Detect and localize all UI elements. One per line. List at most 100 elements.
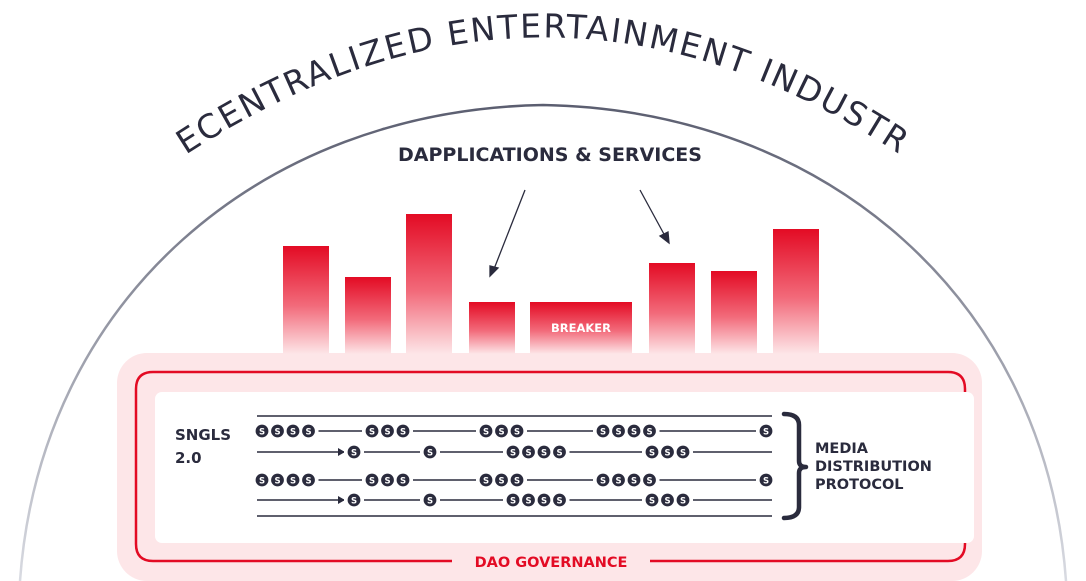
token-coin: S [285,472,301,488]
svg-text:S: S [556,496,562,506]
token-coin: S [493,472,510,488]
token-coin: S [675,444,691,460]
token-coin: S [659,492,676,508]
svg-text:S: S [600,476,606,486]
token-coin: S [379,423,396,439]
svg-text:S: S [615,476,621,486]
token-coin: S [395,423,411,439]
svg-text:S: S [600,427,606,437]
media-label-line: MEDIA [815,441,869,457]
dome-arc [18,103,1068,581]
token-coin: S [505,444,521,460]
media-label-line: PROTOCOL [815,477,904,493]
svg-text:S: S [305,476,311,486]
svg-text:S: S [525,496,531,506]
service-bar [345,277,391,354]
coin-gap [593,423,660,439]
svg-text:S: S [763,427,769,437]
token-coin: S [520,444,537,460]
dapps-services-label: DAPPLICATIONS & SERVICES [398,144,702,166]
token-coin: S [675,492,691,508]
governance-border [134,370,967,563]
token-coin: S [395,472,411,488]
pointer-arrows [489,189,670,278]
svg-text:S: S [649,448,655,458]
token-coin: S [509,423,525,439]
token-coin: S [641,472,658,488]
media-distribution-label: MEDIA DISTRIBUTION PROTOCOL [815,441,937,493]
svg-text:S: S [427,496,433,506]
token-coin: S [478,423,494,439]
token-coin: S [505,492,521,508]
service-bar [711,271,757,354]
svg-text:S: S [351,448,357,458]
token-coin: S [641,423,658,439]
svg-text:S: S [541,448,547,458]
token-coin: S [536,444,552,460]
token-coin: S [269,472,286,488]
svg-text:S: S [541,496,547,506]
svg-text:S: S [664,448,670,458]
svg-text:S: S [664,496,670,506]
svg-text:S: S [615,427,621,437]
svg-text:S: S [763,476,769,486]
token-coin: S [300,423,317,439]
svg-text:S: S [510,448,516,458]
breaker-label: BREAKER [551,321,611,335]
svg-text:S: S [274,476,280,486]
svg-text:S: S [274,427,280,437]
coin-gap [503,444,570,460]
svg-text:S: S [351,496,357,506]
token-coin: S [758,472,774,488]
svg-text:S: S [556,448,562,458]
token-coin: S [536,492,552,508]
svg-text:S: S [498,427,504,437]
token-coin: S [610,423,627,439]
token-coin: S [551,492,568,508]
media-label-line: DISTRIBUTION [815,459,932,475]
flow-arrowhead [338,448,345,456]
token-coin: S [644,492,660,508]
svg-text:S: S [290,427,296,437]
coin-gap [252,472,319,488]
service-bar [283,246,329,354]
token-coin: S [269,423,286,439]
token-coin: S [610,472,627,488]
token-coin: S [364,423,380,439]
service-bar [469,302,515,354]
dao-governance-label: DAO GOVERNANCE [475,555,628,571]
token-coin: S [300,472,317,488]
coin-gap [593,472,660,488]
svg-text:S: S [369,427,375,437]
token-coin: S [346,444,362,460]
svg-text:S: S [384,476,390,486]
svg-text:S: S [514,476,520,486]
service-bar [649,263,695,354]
service-bar [773,229,819,354]
token-coin: S [379,472,396,488]
sngls-label-line: 2.0 [175,449,202,467]
token-flow: S S S S S S S S S S S S S S SS S S S S S S S SS S S S S S S S S S S S S S SS… [252,415,776,517]
svg-text:S: S [680,448,686,458]
svg-text:S: S [369,476,375,486]
token-coin: S [595,423,611,439]
sngls-label: SNGLS 2.0 [175,426,236,467]
token-coin: S [493,423,510,439]
svg-text:S: S [427,448,433,458]
svg-text:S: S [400,427,406,437]
token-coin: S [520,492,537,508]
token-coin: S [659,444,676,460]
flow-arrowhead [338,496,345,504]
svg-text:S: S [259,427,265,437]
token-coin: S [346,492,362,508]
token-coin: S [509,472,525,488]
token-coin: S [254,423,270,439]
svg-text:S: S [646,427,652,437]
token-coin: S [254,472,270,488]
svg-text:S: S [498,476,504,486]
svg-text:S: S [525,448,531,458]
sngls-label-line: SNGLS [175,426,231,444]
diagram-title: DECENTRALIZED ENTERTAINMENT INDUSTRY [0,0,916,162]
token-coin: S [422,492,438,508]
